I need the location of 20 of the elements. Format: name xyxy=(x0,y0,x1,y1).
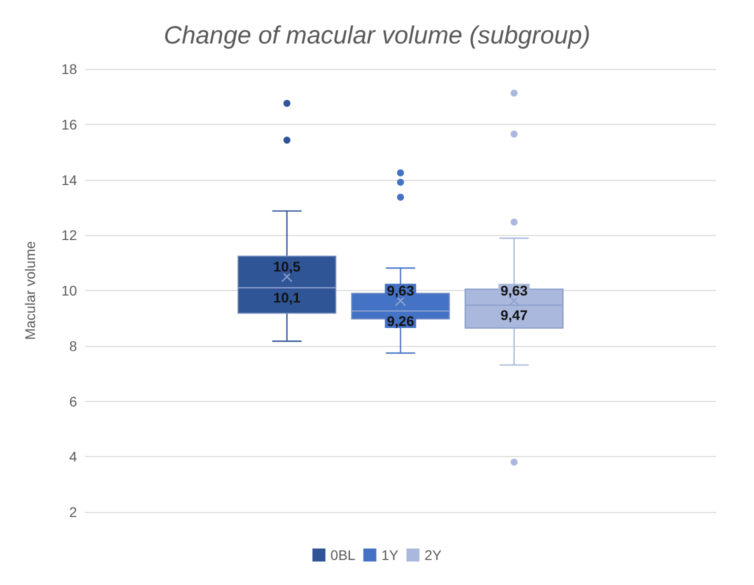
y-tick-label: 14 xyxy=(61,172,78,188)
annotation: 9,63 xyxy=(386,282,414,299)
y-tick-label: 10 xyxy=(61,282,78,298)
y-tick-label: 4 xyxy=(69,448,78,465)
legend-label: 0BL xyxy=(330,547,356,563)
y-tick-label: 18 xyxy=(61,61,78,77)
annotation: 10,1 xyxy=(273,290,301,306)
y-tick-label: 12 xyxy=(61,227,78,244)
legend-label: 2Y xyxy=(424,547,442,563)
annotation: 9,26 xyxy=(386,312,414,329)
annotation: 9,47 xyxy=(500,307,528,324)
y-tick-label: 6 xyxy=(69,393,78,410)
y-axis-title: Macular volume xyxy=(22,240,38,340)
legend-label: 1Y xyxy=(381,547,400,563)
chart-title: Change of macular volume (subgroup) xyxy=(164,22,590,50)
annotation: 9,63 xyxy=(500,282,528,299)
y-tick-label: 2 xyxy=(69,504,78,520)
y-tick-label: 8 xyxy=(69,338,78,354)
annotation: 10,5 xyxy=(273,258,301,275)
y-tick-label: 16 xyxy=(61,116,78,132)
